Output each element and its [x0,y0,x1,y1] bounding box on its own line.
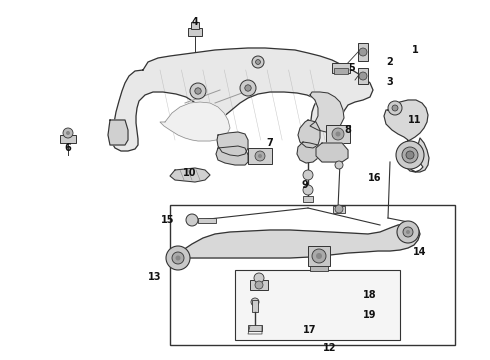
Text: 12: 12 [323,343,337,353]
Polygon shape [298,120,320,148]
Text: 11: 11 [408,115,422,125]
Text: 4: 4 [192,17,198,27]
Circle shape [251,298,259,306]
Circle shape [190,83,206,99]
Bar [358,43,368,61]
Bar [333,206,345,213]
Text: 9: 9 [302,180,308,190]
Circle shape [406,151,414,159]
Circle shape [172,252,184,264]
Circle shape [63,128,73,138]
Circle shape [388,101,402,115]
Bar [310,266,328,271]
Polygon shape [217,132,248,156]
Circle shape [332,128,344,140]
Text: 8: 8 [344,125,351,135]
Text: 3: 3 [387,77,393,87]
Bar [191,22,199,29]
Circle shape [335,161,343,169]
Circle shape [255,281,263,289]
Circle shape [245,85,251,91]
Bar [250,280,268,290]
Circle shape [256,60,260,64]
Text: 6: 6 [65,143,72,153]
Bar [170,205,455,345]
Circle shape [335,205,343,213]
Polygon shape [297,142,320,163]
Circle shape [175,256,180,261]
Circle shape [258,154,262,158]
Circle shape [195,88,201,94]
Circle shape [402,147,418,163]
Bar [198,218,216,223]
Polygon shape [216,146,248,165]
Circle shape [392,105,398,111]
Text: 1: 1 [412,45,418,55]
Bar [326,125,350,143]
Polygon shape [178,224,420,258]
Circle shape [316,253,322,259]
Circle shape [166,246,190,270]
Circle shape [66,131,70,135]
Circle shape [240,80,256,96]
Text: 14: 14 [413,247,427,257]
Bar [248,325,262,331]
Bar [334,68,348,74]
Circle shape [397,221,419,243]
Polygon shape [108,120,128,145]
Bar [235,270,400,340]
Circle shape [254,273,264,283]
Circle shape [359,48,367,56]
Circle shape [312,249,326,263]
Polygon shape [384,100,429,172]
Circle shape [303,170,313,180]
Circle shape [359,72,367,80]
Bar [308,246,330,266]
Bar [248,148,272,164]
Polygon shape [310,92,344,132]
Circle shape [186,214,198,226]
Bar [252,300,258,312]
Text: 16: 16 [368,173,382,183]
Text: 19: 19 [363,310,377,320]
Polygon shape [112,48,373,151]
Text: 7: 7 [267,138,273,148]
Text: 17: 17 [303,325,317,335]
Polygon shape [170,168,210,182]
Circle shape [303,185,313,195]
Polygon shape [160,102,230,141]
Circle shape [403,227,413,237]
Text: 2: 2 [387,57,393,67]
Circle shape [406,230,410,234]
Circle shape [252,56,264,68]
Bar [60,135,76,143]
Circle shape [255,151,265,161]
Bar [332,63,350,73]
Polygon shape [316,143,348,162]
Circle shape [336,131,341,136]
Circle shape [396,141,424,169]
Text: 5: 5 [348,63,355,73]
Text: 18: 18 [363,290,377,300]
Bar [358,68,368,84]
Bar [303,196,313,202]
Text: 10: 10 [183,168,197,178]
Text: 15: 15 [161,215,175,225]
Bar [188,28,202,36]
Text: 13: 13 [148,272,162,282]
